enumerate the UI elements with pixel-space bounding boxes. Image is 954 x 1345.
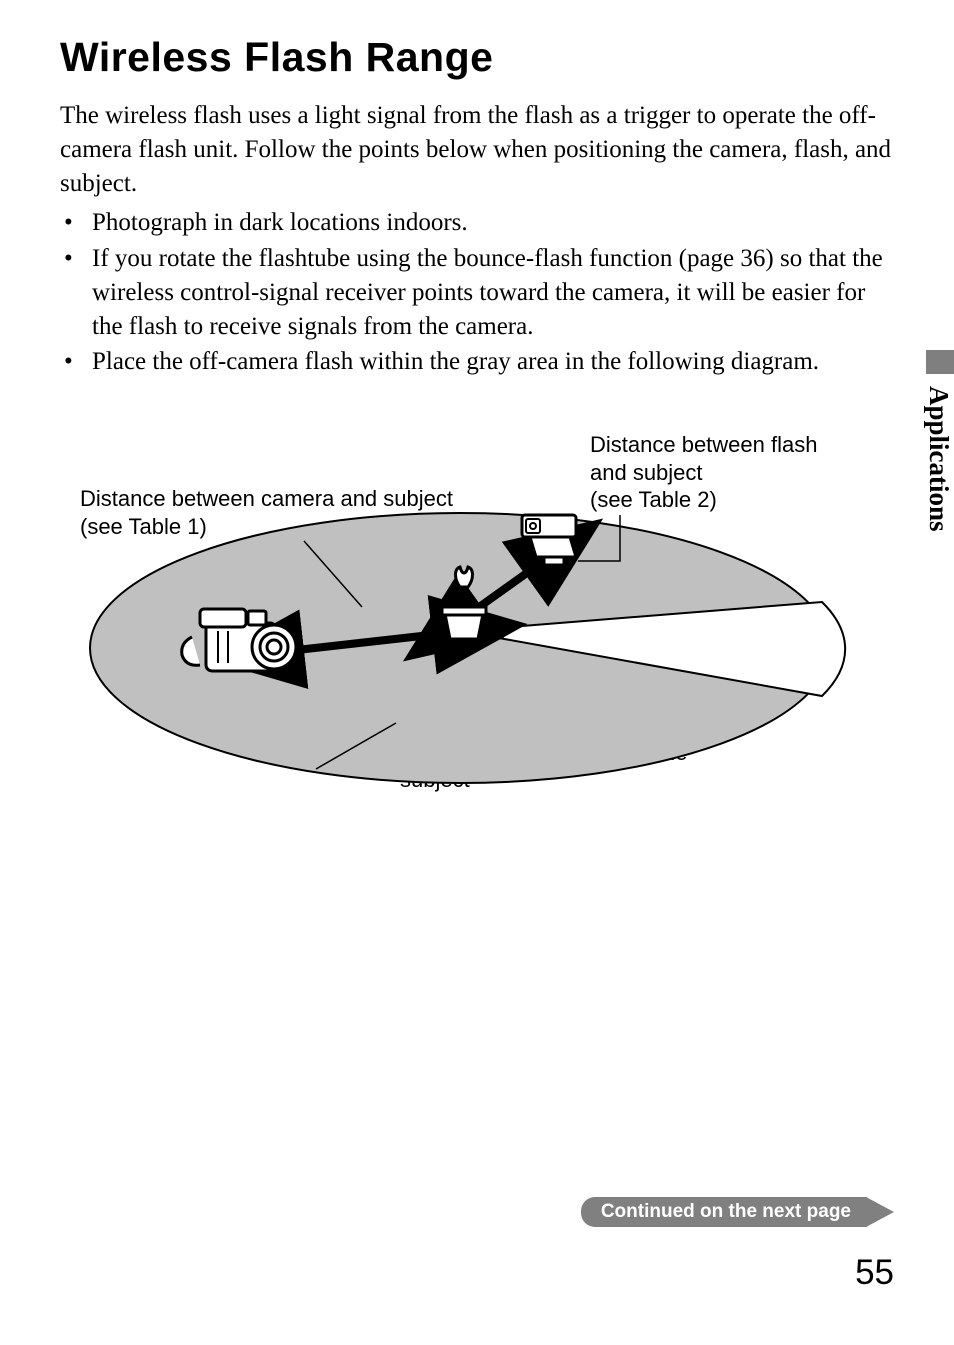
page-number: 55 bbox=[855, 1253, 894, 1293]
continued-banner: Continued on the next page bbox=[581, 1197, 894, 1227]
list-item: If you rotate the flashtube using the bo… bbox=[60, 242, 894, 343]
continued-arrow-icon bbox=[866, 1197, 894, 1227]
continued-label: Continued on the next page bbox=[581, 1197, 867, 1227]
list-item: Place the off-camera flash within the gr… bbox=[60, 345, 894, 379]
page-title: Wireless Flash Range bbox=[60, 34, 894, 81]
tab-label: Applications bbox=[922, 386, 954, 532]
section-tab: Applications bbox=[916, 350, 954, 600]
list-item: Photograph in dark locations indoors. bbox=[60, 206, 894, 240]
tab-marker bbox=[926, 350, 954, 374]
intro-paragraph: The wireless flash uses a light signal f… bbox=[60, 99, 894, 200]
bullet-list: Photograph in dark locations indoors. If… bbox=[60, 206, 894, 379]
flash-range-diagram: Distance between camera and subject (see… bbox=[60, 423, 860, 803]
